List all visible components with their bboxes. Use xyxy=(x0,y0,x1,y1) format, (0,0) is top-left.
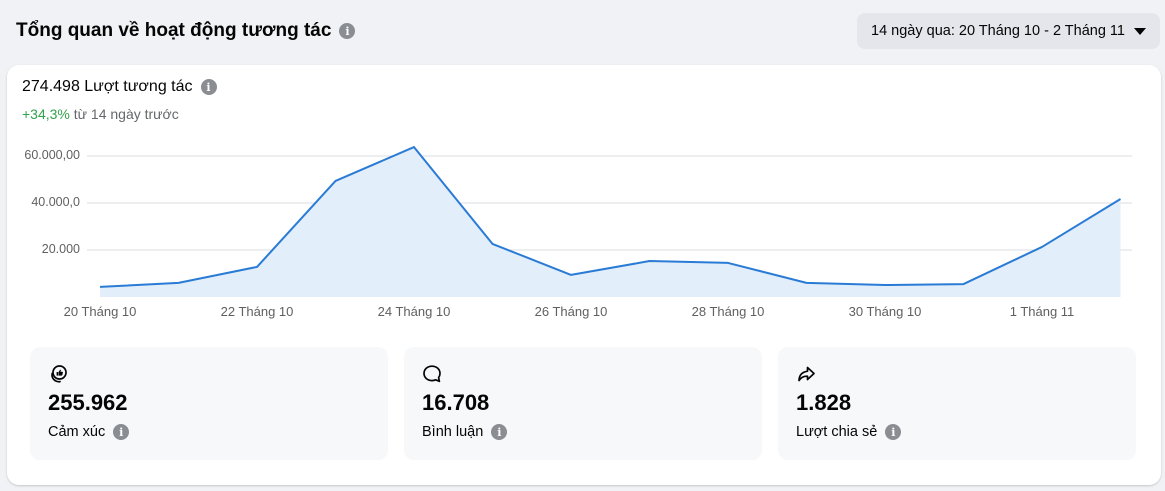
x-tick-label: 24 Tháng 10 xyxy=(377,304,451,319)
info-icon[interactable]: i xyxy=(200,79,217,95)
comments-label: Bình luận xyxy=(422,424,484,440)
info-icon[interactable]: i xyxy=(113,424,130,440)
metric-tiles: 255.962 Cảm xúc i 16.708 Bình luận i 1.8… xyxy=(30,347,1136,460)
y-tick-label: 20.000 xyxy=(41,242,80,256)
metric-tile-reactions[interactable]: 255.962 Cảm xúc i xyxy=(30,347,388,460)
date-range-label: 14 ngày qua: 20 Tháng 10 - 2 Tháng 11 xyxy=(871,23,1125,39)
engagement-line-chart[interactable]: 60.000,00 40.000,0 20.000 20 Tháng 10 22 Th… xyxy=(7,65,1161,335)
metric-tile-shares[interactable]: 1.828 Lượt chia sẻ i xyxy=(778,347,1136,460)
x-tick-label: 28 Tháng 10 xyxy=(691,304,765,319)
reactions-count: 255.962 xyxy=(48,390,128,415)
x-tick-label: 26 Tháng 10 xyxy=(534,304,608,319)
engagement-card: 274.498 Lượt tương tác i +34,3% từ 14 ng… xyxy=(7,65,1161,485)
info-icon[interactable]: i xyxy=(885,424,902,440)
total-engagements: 274.498 Lượt tương tác i xyxy=(22,78,217,96)
change-indicator: +34,3% từ 14 ngày trước xyxy=(22,106,179,122)
info-icon[interactable]: i xyxy=(339,23,356,39)
total-engagements-label: 274.498 Lượt tương tác xyxy=(22,78,193,95)
comments-count: 16.708 xyxy=(422,390,490,415)
metric-tile-comments[interactable]: 16.708 Bình luận i xyxy=(404,347,762,460)
x-tick-label: 22 Tháng 10 xyxy=(220,304,294,319)
change-value: +34,3% xyxy=(22,106,70,122)
change-suffix: từ 14 ngày trước xyxy=(69,106,179,122)
chart-plot xyxy=(87,146,1132,297)
reactions-label: Cảm xúc xyxy=(48,424,106,440)
y-tick-label: 40.000,0 xyxy=(31,195,80,209)
caret-down-icon xyxy=(1133,27,1146,35)
page-title: Tổng quan về hoạt động tương tác i xyxy=(16,20,356,42)
share-icon xyxy=(798,366,815,382)
shares-count: 1.828 xyxy=(796,390,852,415)
y-tick-label: 60.000,00 xyxy=(24,148,80,162)
page-title-text: Tổng quan về hoạt động tương tác xyxy=(16,20,332,41)
x-tick-label: 1 Tháng 11 xyxy=(1009,304,1075,319)
x-tick-label: 20 Tháng 10 xyxy=(63,304,137,319)
x-tick-label: 30 Tháng 10 xyxy=(848,304,922,319)
reactions-icon xyxy=(51,365,67,383)
date-range-dropdown[interactable]: 14 ngày qua: 20 Tháng 10 - 2 Tháng 11 xyxy=(857,13,1160,49)
info-icon[interactable]: i xyxy=(491,424,508,440)
shares-label: Lượt chia sẻ xyxy=(796,424,878,440)
comment-icon xyxy=(423,365,441,383)
